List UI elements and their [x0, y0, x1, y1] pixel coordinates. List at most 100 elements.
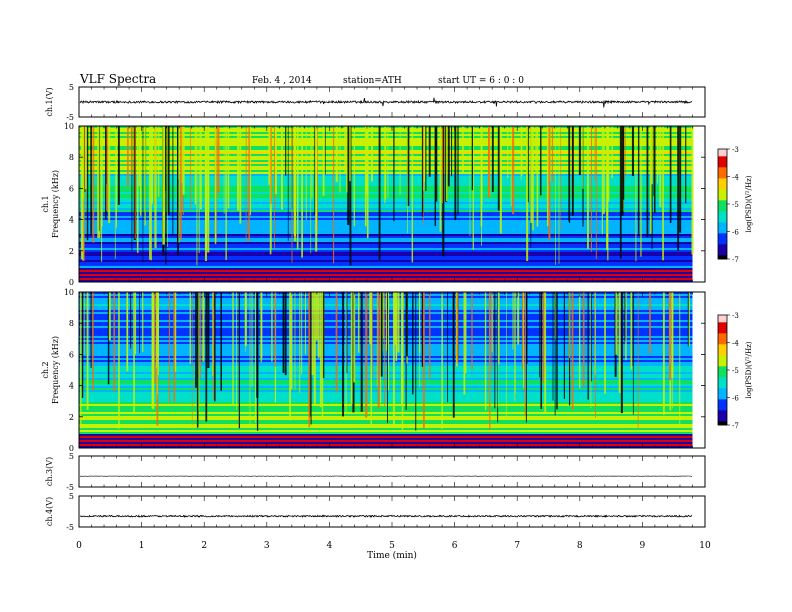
- ch1-spectrogram-sferic: [172, 126, 174, 235]
- ch1-spectrogram-sferic: [540, 126, 542, 196]
- y-tick-label: 5: [69, 452, 74, 461]
- ch2-spectrogram-band: [79, 372, 693, 375]
- ch2-spectrogram-sferic: [556, 292, 558, 410]
- colorbar-cell: [718, 415, 727, 419]
- ch1-spectrogram-sferic: [657, 126, 659, 176]
- ch1-spectrogram-sferic: [273, 126, 275, 250]
- ch2-spectrogram-sferic: [630, 292, 633, 370]
- station-label: station=ATH: [343, 76, 402, 86]
- ch1-spectrogram-sferic: [301, 126, 304, 258]
- ch1-spectrogram-sferic: [532, 126, 534, 231]
- colorbar-cell: [718, 202, 727, 205]
- ch2-spectrogram-sferic: [412, 292, 414, 395]
- ch2-spectrogram-sferic: [290, 292, 293, 390]
- colorbar-cell: [718, 160, 727, 163]
- ch2-spectrogram-sferic: [376, 292, 378, 387]
- ch2-spectrogram-sferic: [590, 292, 592, 409]
- ch1-spectrogram-band: [79, 200, 693, 203]
- ch1-spectrogram-sferic: [601, 126, 603, 235]
- ch1-spectrogram-sferic: [80, 126, 83, 260]
- colorbar-cell: [718, 187, 727, 190]
- ch2-spectrogram-sferic: [220, 292, 222, 391]
- ch2-spectrogram-sferic: [369, 292, 372, 345]
- ch2-spectrogram-band: [79, 416, 693, 419]
- colorbar-cell: [718, 337, 727, 340]
- colorbar-cell: [718, 163, 727, 166]
- ch2-spectrogram-sferic: [86, 292, 89, 410]
- colorbar-cell: [718, 158, 727, 161]
- colorbar-cell: [718, 205, 727, 209]
- ch2-spectrogram-band: [79, 308, 693, 311]
- ch1-spectrogram-band: [79, 214, 693, 217]
- ch1-spectrogram-sferic: [512, 126, 515, 215]
- ch1-spectrogram-sferic: [200, 126, 202, 210]
- ch1-spectrogram-sferic: [245, 126, 247, 242]
- ch1-spectrogram-sferic: [472, 126, 474, 250]
- ch2-spectrogram-sferic: [271, 292, 273, 362]
- ch2-spectrogram-band: [79, 334, 693, 337]
- colorbar-cell: [718, 154, 727, 157]
- x-tick-label: 0: [76, 541, 82, 551]
- ch1-spectrogram-sferic: [441, 126, 443, 204]
- ch2-spectrogram-sferic: [335, 292, 338, 393]
- ch1-spectrogram-sferic: [423, 126, 426, 182]
- ch2-spectrogram-sferic: [313, 292, 316, 406]
- colorbar-cell: [718, 320, 727, 323]
- ch2-spectrogram-band: [79, 300, 693, 303]
- ch2-spectrogram-band: [79, 316, 693, 319]
- ch1-spectrogram-sferic: [165, 126, 167, 191]
- ch2-spectrogram-band: [79, 390, 693, 393]
- colorbar-cell: [718, 227, 727, 231]
- ch1-spectrogram-sferic: [407, 126, 408, 234]
- colorbar-tick-label: -7: [732, 422, 739, 430]
- ch1-spectrogram-band: [79, 266, 693, 269]
- ch2-spectrogram-sferic: [521, 292, 524, 370]
- ch2-spectrogram-sferic: [421, 292, 424, 367]
- colorbar-cell: [718, 344, 727, 347]
- y-tick-label: 8: [69, 153, 74, 162]
- ch2-spectrogram-sferic: [523, 292, 524, 388]
- ch2-spectrogram-sferic: [173, 292, 176, 402]
- ch2-spectrogram-sferic: [679, 292, 681, 426]
- ch2-spectrogram-band: [79, 418, 693, 421]
- ch2-spectrogram-sferic: [274, 292, 276, 367]
- ch2-spectrogram-sferic: [491, 292, 493, 372]
- ch1-spectrogram-sferic: [640, 126, 642, 257]
- colorbar-cell: [718, 220, 727, 223]
- ch1-spectrogram-sferic: [447, 126, 450, 187]
- ch2-spectrogram-band: [79, 336, 693, 339]
- colorbar-cell: [718, 178, 727, 181]
- ch2-spectrogram-sferic: [604, 292, 606, 394]
- ch2-spectrogram-sferic: [447, 292, 449, 403]
- ch2-spectrogram-sferic: [142, 292, 144, 352]
- ch2-spectrogram-sferic: [394, 292, 397, 346]
- ch1-spectrogram-sferic: [691, 126, 694, 255]
- x-tick-label: 1: [139, 541, 145, 551]
- ch2-spectrogram-band: [79, 360, 693, 363]
- colorbar-cell: [718, 377, 727, 380]
- ch2-spectrogram-sferic: [563, 292, 565, 399]
- ch2-spectrogram-band: [79, 358, 693, 361]
- ch2-spectrogram-sferic: [249, 292, 251, 425]
- ch2-spectrogram-sferic: [498, 292, 500, 365]
- colorbar-tick-label: -5: [732, 201, 739, 209]
- ch2-spectrogram-band: [79, 406, 693, 409]
- colorbar-cell: [718, 324, 727, 327]
- ch1-spectrogram-band: [79, 246, 693, 249]
- colorbar-cell: [718, 388, 727, 391]
- ch2-spectrogram-sferic: [512, 292, 514, 350]
- ch2-spectrogram-sferic: [311, 292, 314, 375]
- colorbar-cell: [718, 167, 727, 170]
- ch1-spectrogram-band: [79, 212, 693, 215]
- ch1-spectrogram-sferic: [578, 126, 581, 176]
- ch2-spectrogram-sferic: [484, 292, 487, 411]
- ch1-spectrogram-sferic: [349, 126, 351, 182]
- colorbar-cell: [718, 176, 727, 179]
- ch2-spectrogram-band: [79, 340, 693, 343]
- ch1-spectrogram-sferic: [650, 126, 653, 185]
- colorbar-cell: [718, 207, 727, 210]
- ch1-spectrogram-sferic: [371, 126, 374, 182]
- ch2-spectrogram-sferic: [401, 292, 404, 432]
- ch2-spectrogram-sferic: [544, 292, 547, 413]
